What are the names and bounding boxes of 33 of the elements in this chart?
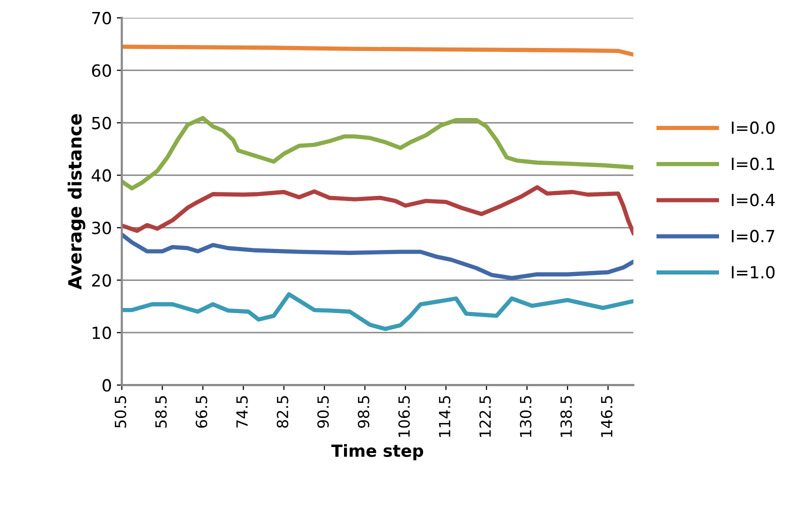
x-tick-label: 138.5	[560, 396, 572, 437]
x-tick-label: 90.5	[317, 396, 329, 428]
line-series	[122, 185, 634, 236]
x-tick-label: 122.5	[479, 396, 491, 437]
y-tick-label: 30	[92, 222, 111, 234]
x-tick-label: 146.5	[600, 396, 612, 437]
x-tick-label: 114.5	[439, 396, 450, 437]
x-tick-label: 98.5	[358, 396, 370, 428]
x-tick-label: 50.5	[114, 396, 126, 428]
x-tick-label: 74.5	[236, 396, 248, 428]
line-series	[122, 232, 634, 280]
line-series	[122, 292, 634, 332]
line-series	[122, 44, 634, 57]
y-tick-label: 50	[92, 116, 111, 130]
y-tick-label: 10	[92, 326, 111, 340]
x-tick-label: 82.5	[276, 396, 288, 428]
x-tick-label: 130.5	[520, 396, 532, 437]
legend-label: I=0.1	[732, 158, 774, 170]
x-axis-title: Time step	[331, 444, 424, 460]
y-tick-label: 0	[102, 379, 111, 392]
y-tick-label: 70	[92, 12, 111, 24]
x-tick-label: 106.5	[398, 396, 410, 437]
x-tick-label: 58.5	[155, 396, 167, 428]
legend-label: I=0.0	[732, 121, 775, 134]
legend-label: I=0.7	[732, 230, 774, 242]
y-tick-label: 40	[92, 169, 111, 182]
y-tick-label: 20	[92, 274, 111, 287]
y-axis-title: Average distance	[68, 114, 86, 290]
x-tick-label: 66.5	[196, 396, 208, 428]
legend-label: I=0.4	[732, 194, 775, 206]
legend-label: I=1.0	[732, 266, 775, 279]
line-series	[122, 116, 634, 190]
y-tick-label: 60	[92, 64, 111, 77]
